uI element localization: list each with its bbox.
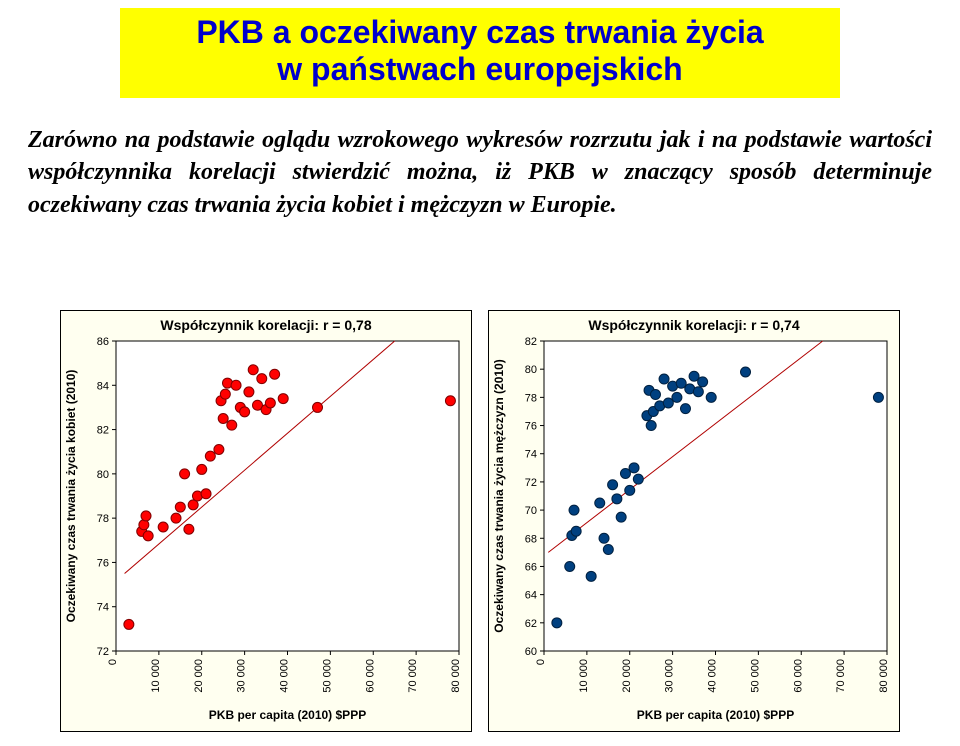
svg-text:80 000: 80 000 (878, 659, 890, 693)
svg-text:60: 60 (525, 646, 537, 658)
svg-text:86: 86 (97, 336, 109, 348)
svg-text:70 000: 70 000 (835, 659, 847, 693)
body-paragraph: Zarówno na podstawie oglądu wzrokowego w… (28, 124, 932, 221)
svg-text:80 000: 80 000 (450, 659, 462, 693)
svg-text:20 000: 20 000 (621, 659, 633, 693)
svg-text:70: 70 (525, 505, 537, 517)
svg-text:40 000: 40 000 (279, 659, 291, 693)
svg-text:40 000: 40 000 (707, 659, 719, 693)
page: PKB a oczekiwany czas trwania życia w pa… (0, 0, 960, 746)
svg-text:84: 84 (97, 380, 109, 392)
chart-left-title: Współczynnik korelacji: r = 0,78 (61, 311, 471, 335)
svg-text:82: 82 (97, 425, 109, 437)
scatter-chart-men: Współczynnik korelacji: r = 0,74 60 62 64 6… (488, 310, 900, 732)
svg-text:20 000: 20 000 (193, 659, 205, 693)
svg-text:30 000: 30 000 (236, 659, 248, 693)
svg-text:78: 78 (97, 513, 109, 525)
svg-text:10 000: 10 000 (150, 659, 162, 693)
svg-text:64: 64 (525, 590, 537, 602)
title-line-1: PKB a oczekiwany czas trwania życia (120, 14, 840, 51)
svg-text:0: 0 (535, 659, 547, 665)
svg-text:76: 76 (525, 421, 537, 433)
svg-text:Oczekiwany czas trwania życia: Oczekiwany czas trwania życia mężczyzn (… (492, 359, 506, 632)
svg-text:60 000: 60 000 (364, 659, 376, 693)
svg-text:10 000: 10 000 (578, 659, 590, 693)
chart-right-title: Współczynnik korelacji: r = 0,74 (489, 311, 899, 335)
svg-text:Oczekiwany czas trwania życia: Oczekiwany czas trwania życia kobiet (20… (64, 370, 78, 623)
svg-text:72: 72 (97, 646, 109, 658)
svg-text:74: 74 (97, 602, 109, 614)
svg-text:PKB per capita (2010) $PPP: PKB per capita (2010) $PPP (209, 708, 366, 722)
svg-text:0: 0 (107, 659, 119, 665)
svg-text:78: 78 (525, 392, 537, 404)
svg-text:70 000: 70 000 (407, 659, 419, 693)
svg-text:30 000: 30 000 (664, 659, 676, 693)
svg-text:50 000: 50 000 (749, 659, 761, 693)
scatter-chart-women: Współczynnik korelacji: r = 0,78 72 74 76 7… (60, 310, 472, 732)
svg-text:60 000: 60 000 (792, 659, 804, 693)
title-box: PKB a oczekiwany czas trwania życia w pa… (120, 8, 840, 98)
svg-text:82: 82 (525, 336, 537, 348)
svg-text:72: 72 (525, 477, 537, 489)
svg-text:74: 74 (525, 449, 537, 461)
svg-text:PKB per capita (2010) $PPP: PKB per capita (2010) $PPP (637, 708, 794, 722)
svg-text:68: 68 (525, 533, 537, 545)
svg-text:62: 62 (525, 618, 537, 630)
svg-text:66: 66 (525, 561, 537, 573)
charts-row: Współczynnik korelacji: r = 0,78 72 74 76 7… (60, 310, 900, 730)
svg-text:76: 76 (97, 557, 109, 569)
svg-text:80: 80 (525, 364, 537, 376)
svg-text:50 000: 50 000 (321, 659, 333, 693)
svg-text:80: 80 (97, 469, 109, 481)
title-line-2: w państwach europejskich (120, 51, 840, 88)
